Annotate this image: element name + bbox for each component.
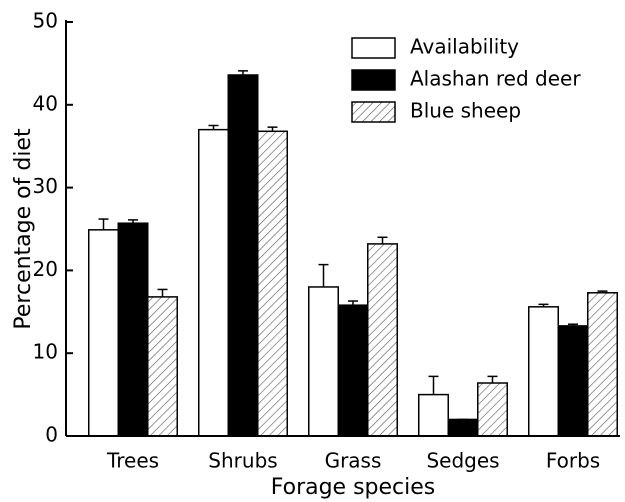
bar bbox=[257, 130, 288, 437]
bar bbox=[587, 292, 618, 437]
y-tick-label: 10 bbox=[33, 340, 58, 364]
y-axis-label: Percentage of diet bbox=[11, 128, 36, 330]
legend-swatch bbox=[351, 69, 396, 91]
bar bbox=[147, 296, 178, 437]
bar bbox=[477, 382, 508, 437]
x-tick-label: Trees bbox=[106, 449, 159, 473]
bar bbox=[227, 74, 259, 437]
y-tick-label: 40 bbox=[33, 91, 58, 115]
bar bbox=[88, 229, 119, 437]
y-tick-label: 0 bbox=[45, 423, 58, 447]
bar bbox=[337, 304, 369, 437]
bar bbox=[198, 128, 229, 437]
y-tick-label: 30 bbox=[33, 174, 58, 198]
x-tick-label: Grass bbox=[325, 449, 382, 473]
bar bbox=[447, 418, 479, 437]
legend-swatch bbox=[351, 101, 396, 123]
bar bbox=[557, 325, 589, 437]
x-tick-label: Sedges bbox=[426, 449, 499, 473]
bar bbox=[308, 286, 339, 437]
legend-label: Availability bbox=[410, 35, 519, 59]
bar bbox=[418, 393, 449, 437]
x-axis-label: Forage species bbox=[271, 475, 436, 500]
y-tick-label: 50 bbox=[33, 9, 58, 33]
bar bbox=[367, 243, 398, 437]
bar bbox=[117, 222, 149, 437]
legend-swatch bbox=[351, 37, 396, 59]
legend-label: Alashan red deer bbox=[410, 67, 581, 91]
legend-label: Blue sheep bbox=[410, 99, 521, 123]
bar bbox=[528, 306, 559, 437]
x-tick-label: Forbs bbox=[546, 449, 600, 473]
x-tick-label: Shrubs bbox=[208, 449, 277, 473]
y-tick-label: 20 bbox=[33, 257, 58, 281]
